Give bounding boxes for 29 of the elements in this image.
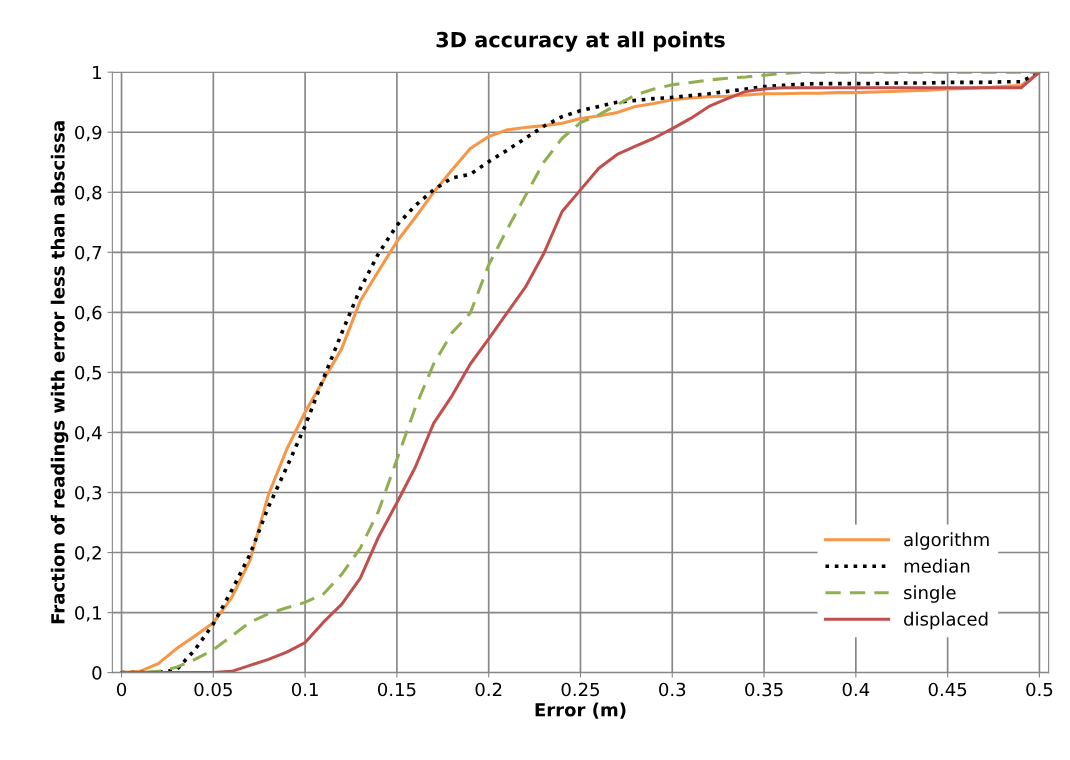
y-tick-label: 0,9 — [75, 125, 102, 142]
y-tick-label: 0,6 — [75, 305, 102, 322]
y-tick-label: 0 — [92, 666, 102, 680]
legend-label: median — [904, 558, 970, 573]
y-tick-label: 0,3 — [75, 485, 102, 502]
x-tick-label: 0.45 — [928, 682, 967, 697]
x-tick-label: 0.3 — [659, 682, 686, 697]
y-tick-label: 0,7 — [75, 245, 102, 262]
x-axis-title: Error (m) — [535, 702, 626, 719]
x-tick-label: 0.1 — [291, 682, 318, 697]
y-tick-label: 0,4 — [75, 425, 102, 442]
y-axis-title: Fraction of readings with error less than abscissa — [50, 121, 69, 624]
legend-label: algorithm — [904, 532, 989, 550]
x-tick-label: 0.35 — [745, 682, 783, 697]
y-tick-label: 0,1 — [75, 606, 101, 622]
y-tick-label: 0,8 — [75, 185, 102, 202]
x-tick-label: 0.05 — [194, 682, 232, 697]
y-tick-label: 1 — [93, 65, 101, 80]
y-tick-label: 0,2 — [75, 545, 101, 562]
x-tick-label: 0.4 — [842, 682, 870, 697]
y-tick-label: 0,5 — [75, 365, 102, 382]
x-tick-label: 0.2 — [475, 682, 502, 697]
x-tick-label: 0 — [116, 682, 127, 697]
legend-label: single — [904, 585, 956, 603]
x-tick-label: 0.15 — [377, 682, 416, 697]
chart-title: 3D accuracy at all points — [436, 31, 725, 52]
x-tick-label: 0.25 — [561, 682, 599, 697]
legend-label: displaced — [904, 611, 988, 630]
x-tick-label: 0.5 — [1026, 682, 1053, 697]
